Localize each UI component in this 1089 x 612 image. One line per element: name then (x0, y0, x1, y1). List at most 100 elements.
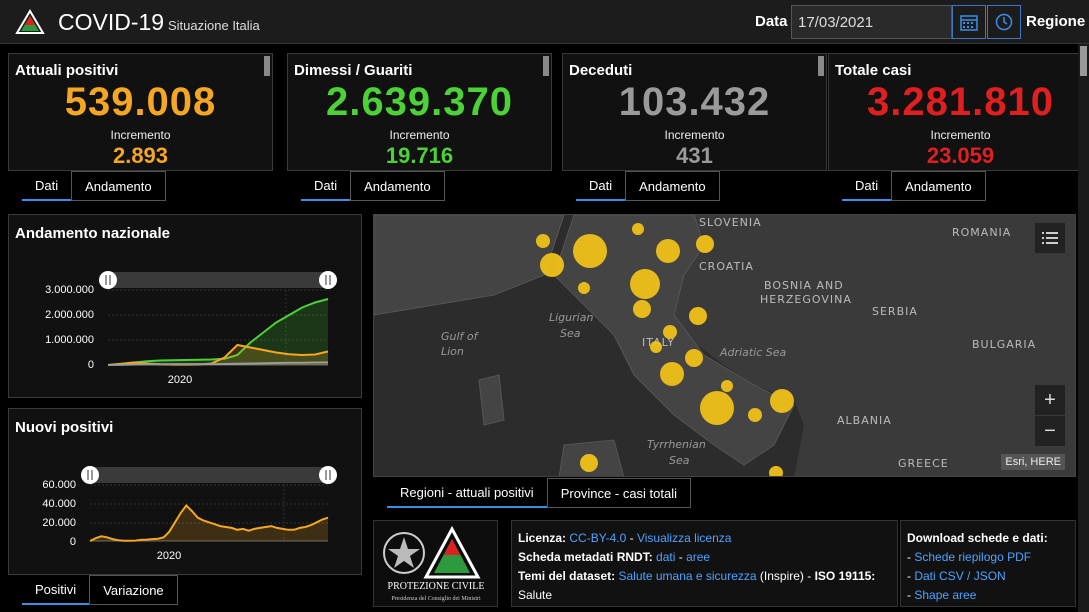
app-header: COVID-19 Situazione Italia Data Regione (0, 0, 1089, 44)
region-bubble[interactable] (578, 282, 590, 294)
region-bubble[interactable] (633, 300, 651, 318)
clock-icon (995, 13, 1013, 31)
chart-range-slider-track[interactable] (108, 272, 328, 288)
tab-province[interactable]: Province - casi totali (546, 478, 692, 508)
region-bubble[interactable] (656, 239, 680, 263)
region-bubble[interactable] (650, 341, 662, 353)
chart-range-handle-left[interactable] (99, 271, 117, 289)
map-label-adriatic: Adriatic Sea (719, 346, 786, 359)
andamento-nazionale-panel: Andamento nazionale 3.000.000 2.000.000 … (8, 214, 362, 398)
app-title: COVID-19 (58, 9, 165, 35)
download-pdf-link[interactable]: Schede riepilogo PDF (914, 550, 1032, 564)
chart-range-handle-right[interactable] (319, 466, 337, 484)
region-bubble[interactable] (660, 362, 684, 386)
calendar-button[interactable] (952, 5, 986, 39)
themes-link[interactable]: Salute umana e sicurezza (618, 569, 757, 583)
y-tick-label: 1.000.000 (45, 334, 94, 346)
card-dimessi-guariti: Dimessi / Guariti 2.639.370 Incremento 1… (287, 53, 552, 171)
license-link[interactable]: CC-BY-4.0 (569, 531, 627, 545)
tab-positivi[interactable]: Positivi (22, 575, 90, 605)
chart-range-handle-right[interactable] (319, 271, 337, 289)
tab-dati[interactable]: Dati (842, 171, 892, 201)
region-bubble[interactable] (632, 223, 644, 235)
map-label-gulf-2: Lion (441, 345, 464, 358)
region-bubble[interactable] (769, 466, 783, 477)
tab-andamento[interactable]: Andamento (891, 171, 986, 201)
region-bubble[interactable] (721, 380, 733, 392)
y-tick-label: 60.000 (42, 479, 76, 491)
y-tick-label: 3.000.000 (45, 284, 94, 296)
region-bubble[interactable] (689, 307, 707, 325)
region-bubble[interactable] (663, 325, 677, 339)
view-license-link[interactable]: Visualizza licenza (636, 531, 732, 545)
map-label-gulf-1: Gulf of (441, 330, 480, 343)
map-label-slovenia: SLOVENIA (699, 216, 762, 229)
card-scrollbar[interactable] (818, 56, 824, 76)
metadata-aree-link[interactable]: aree (686, 550, 711, 564)
region-bubble[interactable] (748, 408, 762, 422)
card-tabs-totale: Dati Andamento (842, 171, 986, 201)
map-canvas[interactable]: SLOVENIA CROATIA ROMANIA BOSNIA AND HERZ… (374, 215, 1076, 477)
zoom-out-button[interactable]: − (1035, 416, 1065, 446)
separator: - (675, 550, 687, 564)
series-area (108, 345, 328, 365)
region-bubble[interactable] (770, 389, 794, 413)
download-shape-link[interactable]: Shape aree (914, 588, 977, 602)
tab-dati[interactable]: Dati (576, 171, 626, 201)
chart-range-slider-track[interactable] (90, 467, 328, 483)
tab-andamento[interactable]: Andamento (71, 171, 166, 201)
france-land (374, 215, 565, 316)
y-tick-label: 0 (88, 359, 94, 371)
card-increment-label: Incremento (930, 128, 991, 142)
chart-range-handle-left[interactable] (81, 466, 99, 484)
map-tabs: Regioni - attuali positivi Province - ca… (387, 478, 692, 508)
zoom-in-button[interactable]: + (1035, 385, 1065, 415)
bullet-dash: - (907, 569, 915, 583)
page-scrollbar-thumb[interactable] (1080, 46, 1087, 76)
page-scrollbar-track[interactable] (1078, 44, 1089, 612)
tab-dati[interactable]: Dati (301, 171, 351, 201)
regions-map[interactable]: SLOVENIA CROATIA ROMANIA BOSNIA AND HERZ… (373, 214, 1076, 477)
map-label-tyrrhenian-2: Sea (669, 454, 690, 467)
map-attribution[interactable]: Esri, HERE (1001, 454, 1065, 470)
date-label: Data (755, 13, 788, 30)
tab-variazione[interactable]: Variazione (89, 575, 178, 605)
region-bubble[interactable] (540, 253, 564, 277)
map-label-serbia: SERBIA (872, 305, 918, 318)
separator: - (626, 531, 637, 545)
themes-salute: Salute (518, 588, 553, 602)
themes-inspire: (Inspire) - (756, 569, 815, 583)
download-csv-link[interactable]: Dati CSV / JSON (914, 569, 1006, 583)
region-bubbles[interactable] (536, 223, 794, 477)
tab-andamento[interactable]: Andamento (625, 171, 720, 201)
region-bubble[interactable] (685, 349, 703, 367)
date-input[interactable] (791, 5, 952, 39)
card-scrollbar[interactable] (543, 56, 549, 76)
tab-regioni[interactable]: Regioni - attuali positivi (387, 478, 547, 508)
region-bubble[interactable] (630, 269, 660, 299)
metadata-dati-link[interactable]: dati (656, 550, 676, 564)
app-subtitle: Situazione Italia (168, 18, 260, 33)
region-bubble[interactable] (696, 235, 714, 253)
y-tick-label: 20.000 (42, 517, 76, 529)
themes-iso: ISO 19115: (814, 569, 876, 583)
card-value: 2.639.370 (326, 80, 513, 124)
card-attuali-positivi: Attuali positivi 539.008 Incremento 2.89… (8, 53, 273, 171)
list-icon (1042, 232, 1058, 244)
region-bubble[interactable] (573, 234, 607, 268)
download-title: Download schede e dati: (907, 531, 1048, 545)
card-increment-value: 23.059 (926, 143, 995, 168)
region-bubble[interactable] (700, 391, 734, 425)
time-button[interactable] (987, 5, 1021, 39)
map-legend-button[interactable] (1035, 223, 1065, 253)
x-tick-label: 2020 (157, 550, 181, 562)
protezione-civile-logo-icon (15, 9, 45, 34)
tab-dati[interactable]: Dati (22, 171, 72, 201)
card-tabs-attuali: Dati Andamento (22, 171, 166, 201)
region-bubble[interactable] (536, 234, 550, 248)
tab-andamento[interactable]: Andamento (350, 171, 445, 201)
region-bubble[interactable] (580, 454, 598, 472)
map-label-bulgaria: BULGARIA (972, 338, 1036, 351)
map-label-romania: ROMANIA (952, 226, 1011, 239)
card-scrollbar[interactable] (264, 56, 270, 76)
